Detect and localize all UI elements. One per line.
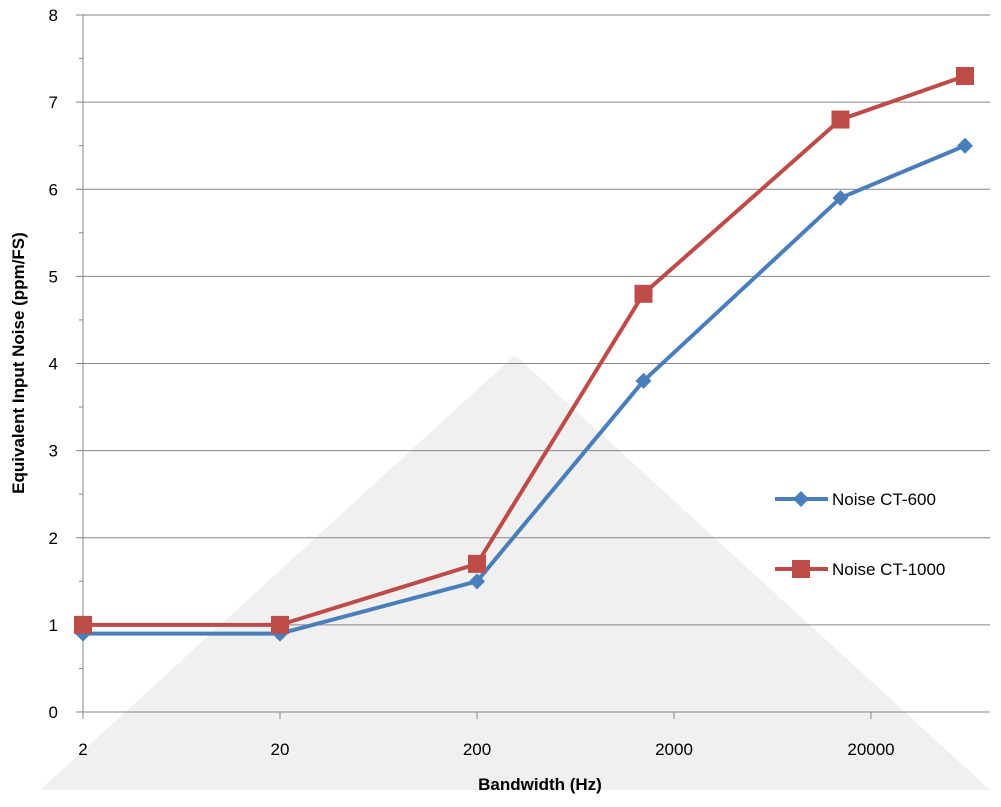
y-tick-label: 8 <box>49 6 58 25</box>
y-tick-label: 5 <box>49 267 58 286</box>
data-point <box>831 110 850 129</box>
data-point <box>468 554 486 573</box>
data-point <box>956 137 973 154</box>
y-tick-label: 0 <box>49 703 58 722</box>
series-2 <box>74 66 974 634</box>
x-tick-label: 200 <box>463 740 491 759</box>
series-line <box>83 74 966 627</box>
legend-label: Noise CT-1000 <box>832 560 945 579</box>
data-point <box>635 372 652 389</box>
x-tick-labels: 2 20 200 2000 20000 <box>78 740 894 759</box>
y-tick-label: 4 <box>49 355 58 374</box>
data-point <box>74 615 92 634</box>
y-tick-labels: 0 1 2 3 4 5 6 7 8 <box>49 6 58 722</box>
legend-item: Noise CT-1000 <box>775 560 945 579</box>
data-point <box>271 615 289 634</box>
y-tick-label: 3 <box>49 442 58 461</box>
legend-item: Noise CT-600 <box>775 490 936 509</box>
legend-marker <box>793 491 809 507</box>
series-layer <box>74 66 974 642</box>
data-point <box>832 189 849 206</box>
y-axis-title: Equivalent Input Noise (ppm/FS) <box>9 232 28 494</box>
data-point <box>634 284 653 303</box>
y-tick-label: 2 <box>49 529 58 548</box>
legend-marker <box>792 560 810 578</box>
y-tick-label: 6 <box>49 180 58 199</box>
y-tick-label: 1 <box>49 616 58 635</box>
x-tick-label: 2000 <box>655 740 693 759</box>
axes <box>76 14 990 719</box>
legend-label: Noise CT-600 <box>832 490 936 509</box>
x-tick-label: 20000 <box>847 740 894 759</box>
watermark <box>40 355 990 790</box>
series-line <box>83 143 966 636</box>
data-point <box>955 66 974 85</box>
data-point <box>469 573 485 590</box>
y-tick-label: 7 <box>49 93 58 112</box>
legend: Noise CT-600 Noise CT-1000 <box>775 490 945 579</box>
x-tick-label: 20 <box>271 740 290 759</box>
x-tick-label: 2 <box>78 740 87 759</box>
x-axis-title: Bandwidth (Hz) <box>478 775 602 794</box>
